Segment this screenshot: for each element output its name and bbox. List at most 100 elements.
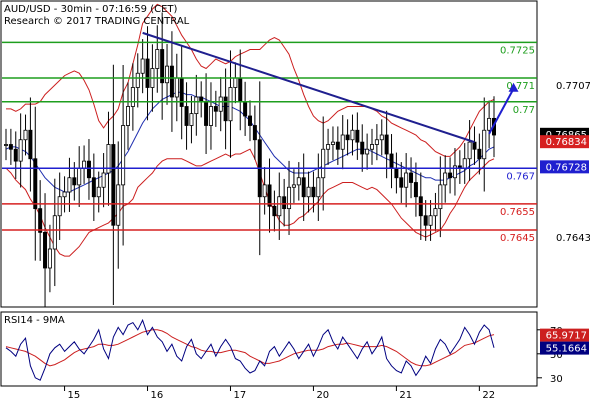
downward-trendline <box>142 31 475 144</box>
candle-body <box>345 134 350 141</box>
chart-copyright: Research © 2017 TRADING CENTRAL <box>4 16 190 27</box>
candle-body <box>96 186 101 198</box>
candle-body <box>301 177 306 198</box>
candle-body <box>423 215 428 226</box>
candle-body <box>360 141 365 155</box>
price-axis-label: 0.7643 <box>556 233 590 244</box>
candle-body <box>413 182 418 198</box>
candle-body <box>243 101 248 117</box>
candle-body <box>340 134 345 150</box>
level-lines: 0.7725 0.771 0.77 0.767 0.7655 0.7645 <box>2 41 537 244</box>
candle-body <box>252 125 257 141</box>
candle-body <box>165 65 170 84</box>
candle-body <box>369 144 374 150</box>
candle-body <box>389 153 394 169</box>
candle-body <box>428 215 433 226</box>
candle-body <box>482 129 487 160</box>
candle-body <box>272 205 277 217</box>
candle-body <box>204 101 209 126</box>
candle-body <box>296 177 301 186</box>
candle-body <box>233 77 238 88</box>
candle-body <box>62 191 67 198</box>
candle-body <box>47 248 52 269</box>
candle-body <box>223 96 228 122</box>
candle-body <box>228 87 233 122</box>
candle-body <box>67 177 72 193</box>
candle-body <box>86 160 91 179</box>
candle-body <box>135 72 140 88</box>
candle-body <box>365 148 370 155</box>
candle-body <box>13 148 18 162</box>
candle-body <box>91 177 96 198</box>
candle-body <box>43 231 48 269</box>
candle-body <box>316 177 321 198</box>
candle-body <box>23 129 28 141</box>
candle-body <box>374 139 379 145</box>
x-tick-label: 20 <box>316 390 329 400</box>
x-tick-label: 16 <box>151 390 164 400</box>
candle-body <box>477 148 482 160</box>
candle-body <box>409 172 414 183</box>
candle-body <box>247 115 252 126</box>
candle-body <box>8 144 13 150</box>
rsi-panel-title: RSI14 - 9MA <box>4 315 65 326</box>
candle-body <box>169 65 174 98</box>
candle-body <box>72 177 77 186</box>
candle-body <box>18 139 23 162</box>
candle-body <box>335 141 340 150</box>
price-tag-label-pivot: 0.76728 <box>546 162 587 173</box>
level-label-resistance: 0.771 <box>506 81 535 92</box>
candle-body <box>287 186 292 210</box>
x-tick-label: 21 <box>399 390 412 400</box>
rsi-tag-label-rsi: 55.1664 <box>546 344 587 355</box>
candle-body <box>155 49 160 69</box>
candle-body <box>321 148 326 179</box>
rsi-line <box>5 318 495 381</box>
axis-ticks: 0.77070.76430.768650.768340.767281516172… <box>64 81 590 400</box>
candle-body <box>306 186 311 198</box>
x-tick-label: 22 <box>482 390 495 400</box>
candle-body <box>472 141 477 150</box>
candle-body <box>238 77 243 103</box>
candle-body <box>291 184 296 188</box>
candle-body <box>262 184 267 198</box>
candle-body <box>57 196 62 217</box>
candle-body <box>130 87 135 107</box>
main-panel-frame <box>0 0 538 308</box>
projection-arrow-shaft <box>488 88 515 135</box>
candle-body <box>394 167 399 179</box>
candle-body <box>311 186 316 198</box>
candle-body <box>160 49 165 84</box>
candle-body <box>282 196 287 210</box>
level-label-resistance: 0.7725 <box>500 45 535 56</box>
bollinger-upper-line <box>6 3 495 157</box>
candle-body <box>448 172 453 179</box>
candle-body <box>487 117 492 131</box>
candle-body <box>121 125 126 186</box>
projection-arrow-head <box>508 82 519 92</box>
candle-body <box>467 141 472 160</box>
candle-body <box>277 196 282 217</box>
rsi-tag-ma <box>540 328 589 342</box>
candle-body <box>52 215 57 250</box>
candle-body <box>330 141 335 145</box>
candle-body <box>462 158 467 169</box>
candle-body <box>33 158 38 210</box>
candle-body <box>184 106 189 126</box>
trendline-group <box>142 31 519 144</box>
candle-body <box>350 129 355 141</box>
candle-body <box>101 172 106 188</box>
level-label-resistance: 0.77 <box>513 105 535 116</box>
x-tick-label: 17 <box>233 390 246 400</box>
level-label-support: 0.7655 <box>500 207 535 218</box>
candle-body <box>194 96 199 115</box>
candle-body <box>399 177 404 188</box>
candle-body <box>404 172 409 188</box>
candle-body <box>38 208 43 233</box>
candle-body <box>213 106 218 112</box>
price-tag-secondary <box>540 135 589 149</box>
candle-body <box>433 208 438 217</box>
candle-body <box>379 134 384 141</box>
rsi-tick-label: 50 <box>550 350 563 361</box>
candle-body <box>189 113 194 126</box>
